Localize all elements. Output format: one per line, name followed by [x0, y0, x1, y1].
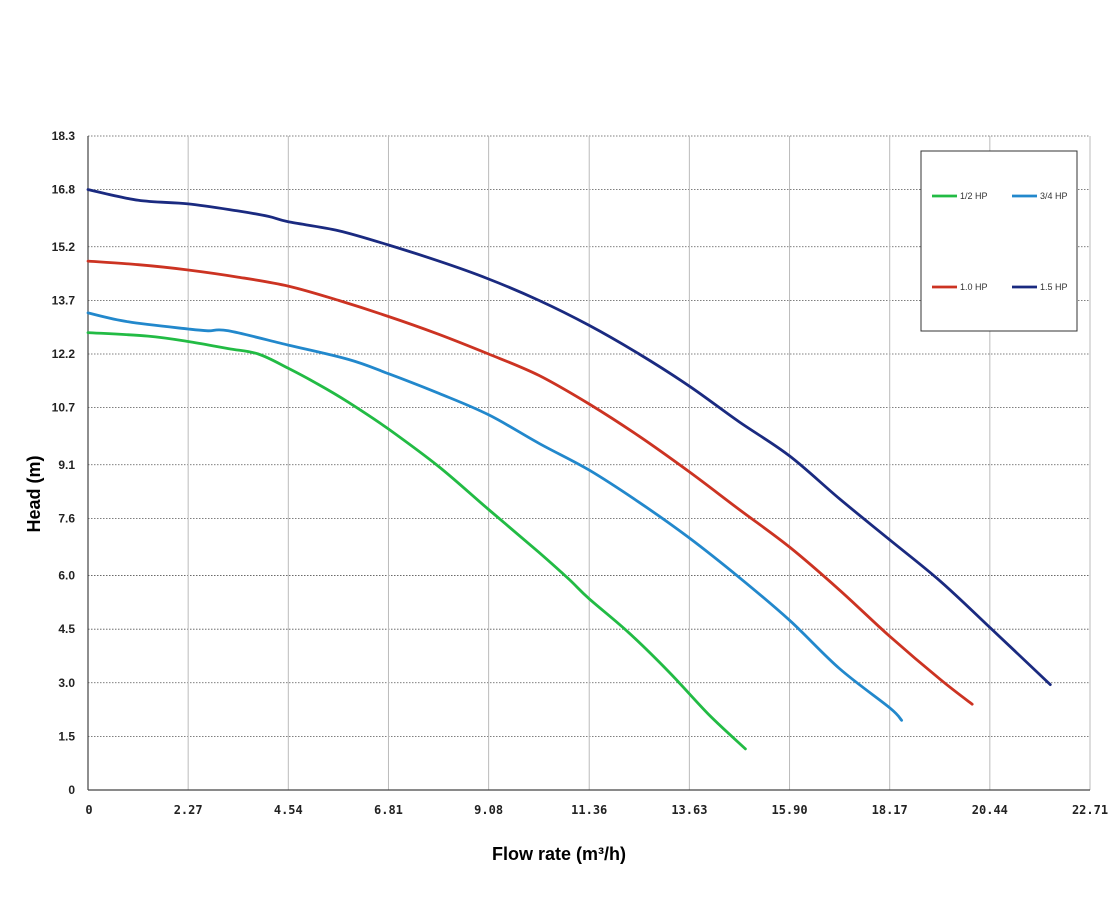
legend-box — [920, 150, 1078, 332]
y-tick-label: 1.5 — [58, 729, 75, 743]
series-line-3-4-hp — [86, 311, 903, 722]
y-tick-label: 10.7 — [52, 401, 76, 415]
x-tick-label: 13.63 — [671, 803, 707, 817]
y-tick-label: 13.7 — [52, 293, 76, 307]
axes — [87, 136, 1090, 791]
x-tick-label: 15.90 — [771, 803, 807, 817]
y-tick-label: 6.0 — [58, 569, 75, 583]
x-tick-labels: 0 2.27 4.54 6.81 9.08 11.36 13.63 15.90 18.17 20.… — [85, 803, 1108, 817]
x-tick-label: 22.71 — [1072, 803, 1108, 817]
x-tick-label: 4.54 — [274, 803, 303, 817]
legend-label: 1.0 HP — [960, 282, 988, 292]
y-tick-label: 7.6 — [58, 511, 75, 525]
x-tick-label: 6.81 — [374, 803, 403, 817]
y-tick-labels: 0 1.5 3.0 4.5 6.0 7.6 9.1 10.7 12.2 13.7 15.2 16.8 1… — [52, 129, 76, 797]
legend: 1/2 HP 3/4 HP 1.0 HP 1.5 HP — [920, 150, 1078, 332]
legend-label: 1.5 HP — [1040, 282, 1068, 292]
y-tick-label: 18.3 — [52, 129, 76, 143]
y-tick-label: 16.8 — [52, 183, 76, 197]
y-tick-label: 4.5 — [58, 622, 75, 636]
y-tick-label: 12.2 — [52, 347, 76, 361]
y-tick-label: 9.1 — [58, 458, 75, 472]
y-tick-label: 15.2 — [52, 240, 76, 254]
series-line-1-5-hp — [86, 188, 1052, 686]
x-axis-title: Flow rate (m³/h) — [492, 844, 626, 864]
y-tick-label: 0 — [68, 783, 75, 797]
x-tick-label: 9.08 — [474, 803, 503, 817]
series-line-1-2-hp — [86, 331, 747, 751]
x-tick-label: 20.44 — [972, 803, 1008, 817]
x-tick-label: 18.17 — [872, 803, 908, 817]
series-line-1-0-hp — [86, 259, 974, 706]
x-tick-label: 0 — [85, 803, 92, 817]
x-tick-label: 2.27 — [174, 803, 203, 817]
legend-label: 3/4 HP — [1040, 191, 1068, 201]
legend-label: 1/2 HP — [960, 191, 988, 201]
y-axis-title: Head (m) — [24, 455, 44, 532]
series-lines — [86, 188, 1052, 751]
y-tick-label: 3.0 — [58, 676, 75, 690]
x-tick-label: 11.36 — [571, 803, 607, 817]
